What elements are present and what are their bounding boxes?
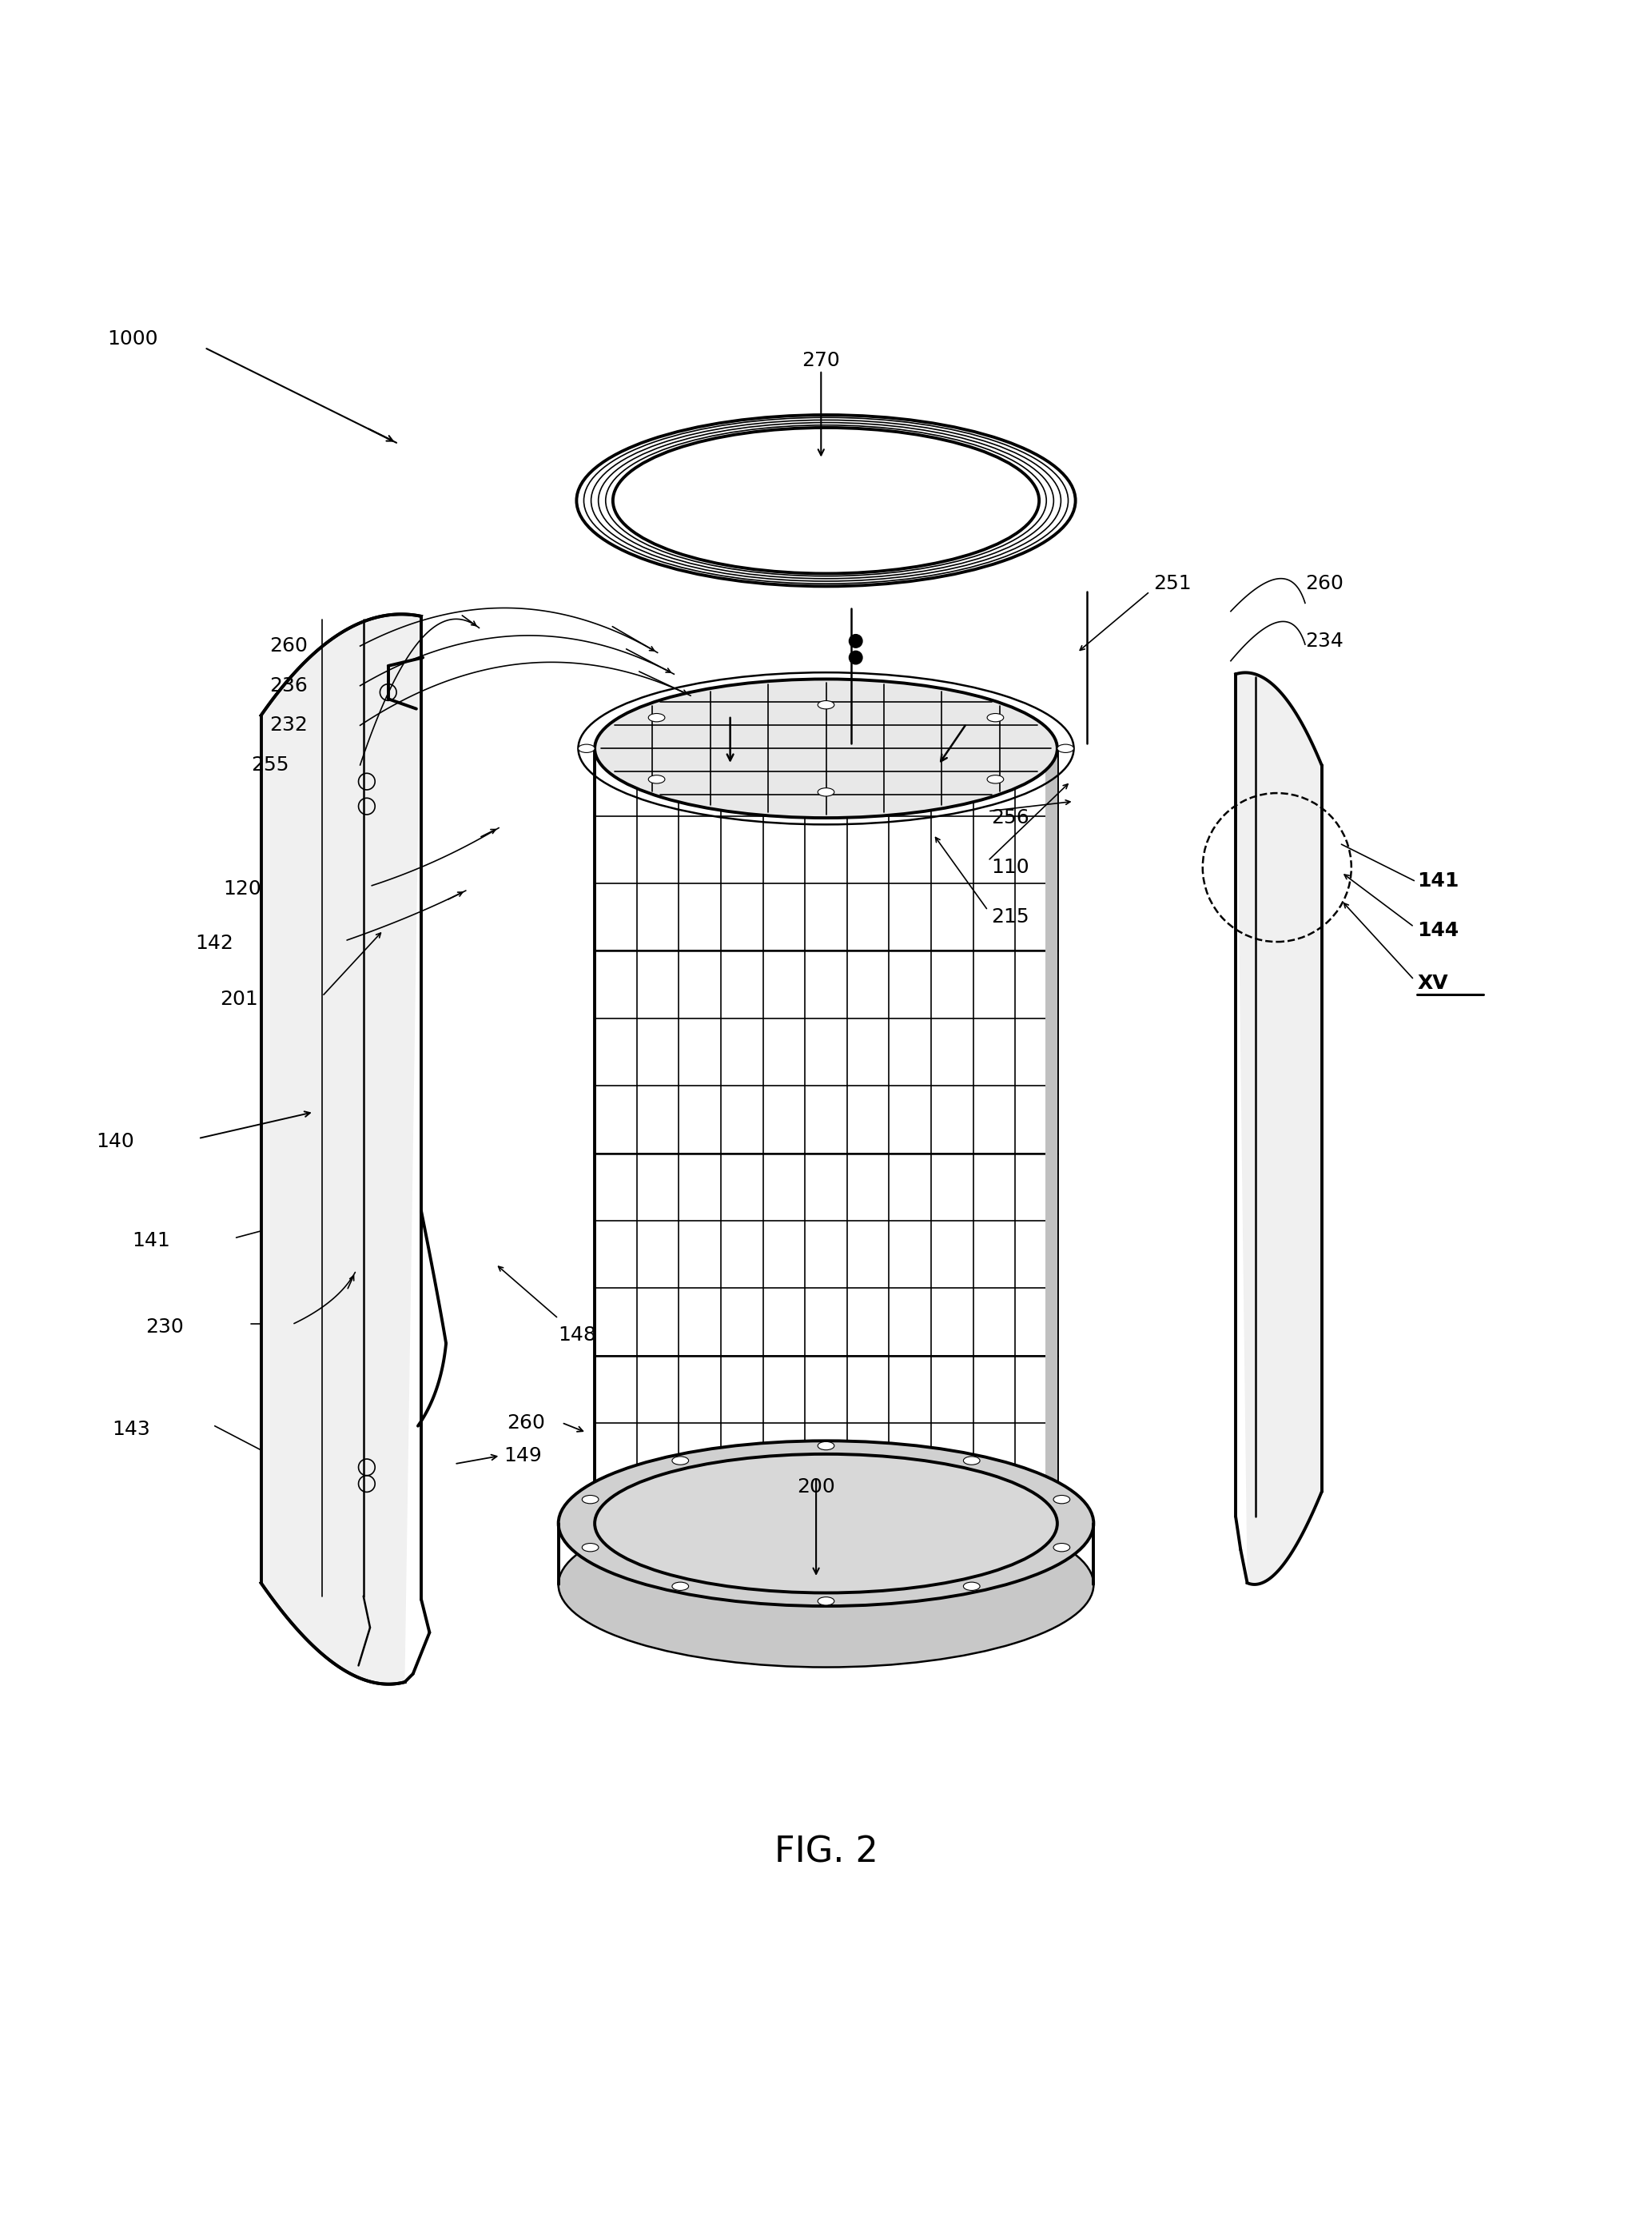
Ellipse shape: [558, 1441, 1094, 1606]
Text: 232: 232: [269, 716, 307, 734]
Text: 251: 251: [1153, 574, 1191, 594]
Text: 255: 255: [251, 756, 289, 774]
Ellipse shape: [582, 1543, 598, 1552]
Polygon shape: [1236, 672, 1322, 1583]
Ellipse shape: [672, 1457, 689, 1466]
Ellipse shape: [648, 776, 664, 783]
Text: 256: 256: [991, 807, 1029, 827]
Text: 260: 260: [1305, 574, 1343, 594]
Text: XV: XV: [1417, 974, 1449, 992]
Ellipse shape: [1057, 745, 1074, 752]
Ellipse shape: [558, 1501, 1094, 1668]
Ellipse shape: [818, 787, 834, 796]
Text: 260: 260: [269, 636, 307, 656]
Text: 110: 110: [991, 858, 1029, 876]
Text: 270: 270: [801, 351, 841, 369]
Text: 215: 215: [991, 907, 1029, 927]
Ellipse shape: [582, 1495, 598, 1503]
Ellipse shape: [988, 776, 1004, 783]
Ellipse shape: [818, 701, 834, 709]
Text: 230: 230: [145, 1317, 183, 1337]
Text: 234: 234: [1305, 632, 1343, 652]
Ellipse shape: [595, 1454, 1057, 1592]
Circle shape: [849, 634, 862, 647]
Ellipse shape: [988, 714, 1004, 723]
Text: 141: 141: [132, 1232, 170, 1250]
Ellipse shape: [672, 1581, 689, 1590]
Text: 142: 142: [195, 934, 233, 954]
Polygon shape: [595, 749, 1057, 1559]
Text: 1000: 1000: [107, 329, 159, 349]
Ellipse shape: [963, 1581, 980, 1590]
Text: 148: 148: [558, 1326, 596, 1346]
Ellipse shape: [818, 1441, 834, 1450]
Ellipse shape: [595, 678, 1057, 818]
Polygon shape: [261, 614, 421, 1684]
Ellipse shape: [963, 1457, 980, 1466]
Polygon shape: [1046, 749, 1057, 1559]
Text: 140: 140: [96, 1132, 134, 1152]
Text: 201: 201: [220, 990, 258, 1010]
Text: 149: 149: [504, 1446, 542, 1466]
Text: 141: 141: [1417, 872, 1459, 890]
Circle shape: [849, 652, 862, 665]
Text: 200: 200: [796, 1477, 836, 1497]
Text: FIG. 2: FIG. 2: [775, 1835, 877, 1870]
Text: 120: 120: [223, 878, 261, 898]
Text: 143: 143: [112, 1419, 150, 1439]
Ellipse shape: [648, 714, 664, 723]
Ellipse shape: [578, 745, 595, 752]
Text: 236: 236: [269, 676, 307, 696]
Ellipse shape: [613, 427, 1039, 574]
Ellipse shape: [1054, 1495, 1070, 1503]
Ellipse shape: [1054, 1543, 1070, 1552]
Text: 260: 260: [507, 1412, 545, 1432]
Ellipse shape: [818, 1597, 834, 1606]
Text: 144: 144: [1417, 921, 1459, 941]
